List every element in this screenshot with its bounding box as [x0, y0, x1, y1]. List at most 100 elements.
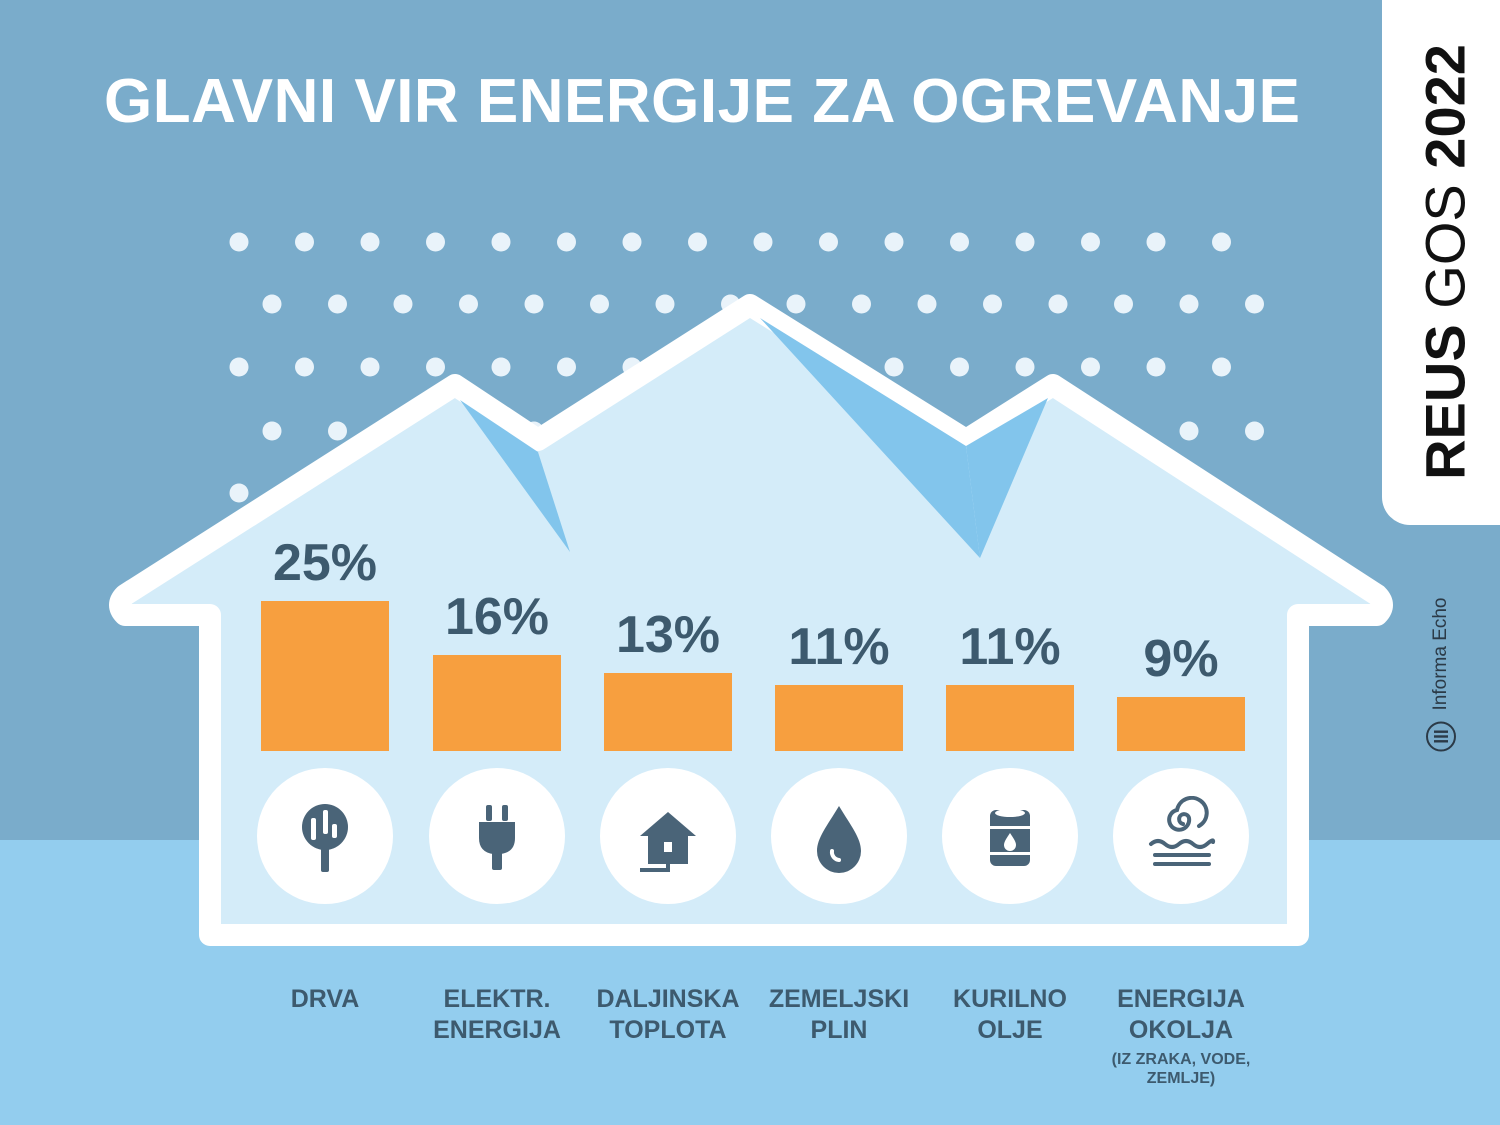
informa-echo-logo-icon: [1426, 721, 1456, 752]
snow-dot: [1114, 294, 1133, 314]
snow-dot: [229, 483, 249, 503]
category-label-energija-okolja: ENERGIJA OKOLJA (IZ ZRAKA, VODE, ZEMLJE): [1091, 984, 1271, 1088]
roof-shadow-right: [966, 398, 1048, 558]
badge-year: 2022: [1413, 44, 1477, 169]
snow-dot: [393, 294, 413, 314]
snow-dot: [1015, 232, 1035, 252]
snow-dot: [884, 232, 904, 252]
snow-dot: [328, 421, 347, 441]
value-label-elektr-energija: 16%: [444, 588, 550, 646]
snow-dot: [1146, 232, 1166, 252]
snow-dot: [1245, 421, 1264, 441]
badge-bold-text: REUS: [1413, 324, 1477, 480]
snow-dot: [1015, 357, 1035, 377]
value-label-drva: 25%: [272, 534, 378, 592]
snow-dot: [459, 294, 478, 314]
survey-badge-text: REUS GOS 2022: [1413, 44, 1478, 480]
drop-icon: [817, 806, 861, 873]
category-label-line: KURILNO: [953, 985, 1067, 1013]
bar-energija-okolja: [1117, 697, 1245, 751]
snow-dot: [524, 294, 544, 314]
category-label-line: TOPLOTA: [609, 1016, 727, 1044]
snow-dot: [491, 232, 511, 252]
house-icon: [640, 812, 696, 872]
snow-dot: [1179, 294, 1199, 314]
icon-circle-kurilno-olje: [942, 768, 1078, 904]
bar-elektr-energija: [433, 655, 561, 751]
bar-kurilno-olje: [946, 685, 1074, 751]
category-label-line: DALJINSKA: [596, 985, 740, 1013]
snow-dot: [590, 294, 609, 314]
snow-dot: [426, 357, 445, 377]
value-label-kurilno-olje: 11%: [959, 618, 1061, 676]
category-label-line: ENERGIJA: [433, 1016, 561, 1044]
barrel-icon: [990, 809, 1030, 866]
snow-dot: [1179, 421, 1199, 441]
category-label-kurilno-olje: KURILNO OLJE: [920, 984, 1100, 1046]
snow-dot: [557, 357, 576, 377]
snow-dot: [426, 232, 445, 252]
spiral-waves-icon: [1149, 796, 1216, 866]
icon-circle-drva: [257, 768, 393, 904]
category-label-line: DRVA: [290, 985, 360, 1013]
snow-dot: [950, 357, 969, 377]
snow-dot: [295, 357, 314, 377]
icon-circle-elektr-energija: [429, 768, 565, 904]
publisher-name: Informa Echo: [1430, 597, 1451, 711]
snow-dot: [491, 357, 511, 377]
value-label-zemeljski-plin: 11%: [788, 618, 890, 676]
snow-dot: [1212, 232, 1231, 252]
snow-dot: [1146, 357, 1166, 377]
snow-dot: [852, 294, 871, 314]
snow-dot: [1081, 232, 1100, 252]
snow-dot: [655, 294, 675, 314]
category-label-line: OKOLJA: [1128, 1016, 1234, 1044]
icon-circle-daljinska-toplota: [600, 768, 736, 904]
survey-badge: [1382, 0, 1500, 525]
snow-dot: [229, 357, 249, 377]
snow-dot: [1081, 357, 1100, 377]
tree-icon: [302, 804, 348, 872]
plug-icon: [479, 805, 515, 870]
snow-dot: [229, 232, 249, 252]
roof-shadow-middle: [760, 318, 980, 558]
snow-dot: [328, 294, 347, 314]
icon-circle-zemeljski-plin: [771, 768, 907, 904]
icon-circle-energija-okolja: [1113, 768, 1249, 904]
snow-dot: [688, 232, 707, 252]
category-label-line: ZEMELJSKI: [768, 985, 910, 1013]
badge-light-text: GOS: [1413, 184, 1477, 309]
category-label-line: PLIN: [810, 1016, 868, 1044]
publisher-credit: Informa Echo: [1425, 598, 1457, 753]
category-label-line: ENERGIJA: [1117, 985, 1245, 1013]
snow-dot: [950, 232, 969, 252]
snow-dot: [983, 294, 1002, 314]
snow-dot: [262, 294, 282, 314]
value-label-daljinska-toplota: 13%: [615, 606, 721, 664]
category-label-daljinska-toplota: DALJINSKA TOPLOTA: [578, 984, 758, 1046]
snow-dot: [1048, 294, 1068, 314]
category-label-zemeljski-plin: ZEMELJSKI PLIN: [749, 984, 929, 1046]
snow-dot: [295, 232, 314, 252]
snow-dot: [622, 232, 642, 252]
snow-dot: [262, 421, 282, 441]
category-label-drva: DRVA: [235, 984, 415, 1015]
page-title: GLAVNI VIR ENERGIJE ZA OGREVANJE: [104, 67, 1301, 136]
snow-dot: [753, 232, 773, 252]
category-label-elektr-energija: ELEKTR. ENERGIJA: [407, 984, 587, 1046]
snow-dot: [360, 357, 380, 377]
value-label-energija-okolja: 9%: [1143, 630, 1219, 688]
snow-dot: [1212, 357, 1231, 377]
snow-dot: [360, 232, 380, 252]
snow-dot: [819, 232, 838, 252]
bar-zemeljski-plin: [775, 685, 903, 751]
roof-shadow-left: [460, 400, 570, 552]
snow-dot: [1245, 294, 1264, 314]
snow-dot: [917, 294, 937, 314]
snow-dot: [557, 232, 576, 252]
category-label-line: ELEKTR.: [443, 985, 551, 1013]
category-label-line: OLJE: [977, 1016, 1043, 1044]
snow-dot: [786, 294, 806, 314]
category-note: (IZ ZRAKA, VODE, ZEMLJE): [1111, 1051, 1251, 1087]
